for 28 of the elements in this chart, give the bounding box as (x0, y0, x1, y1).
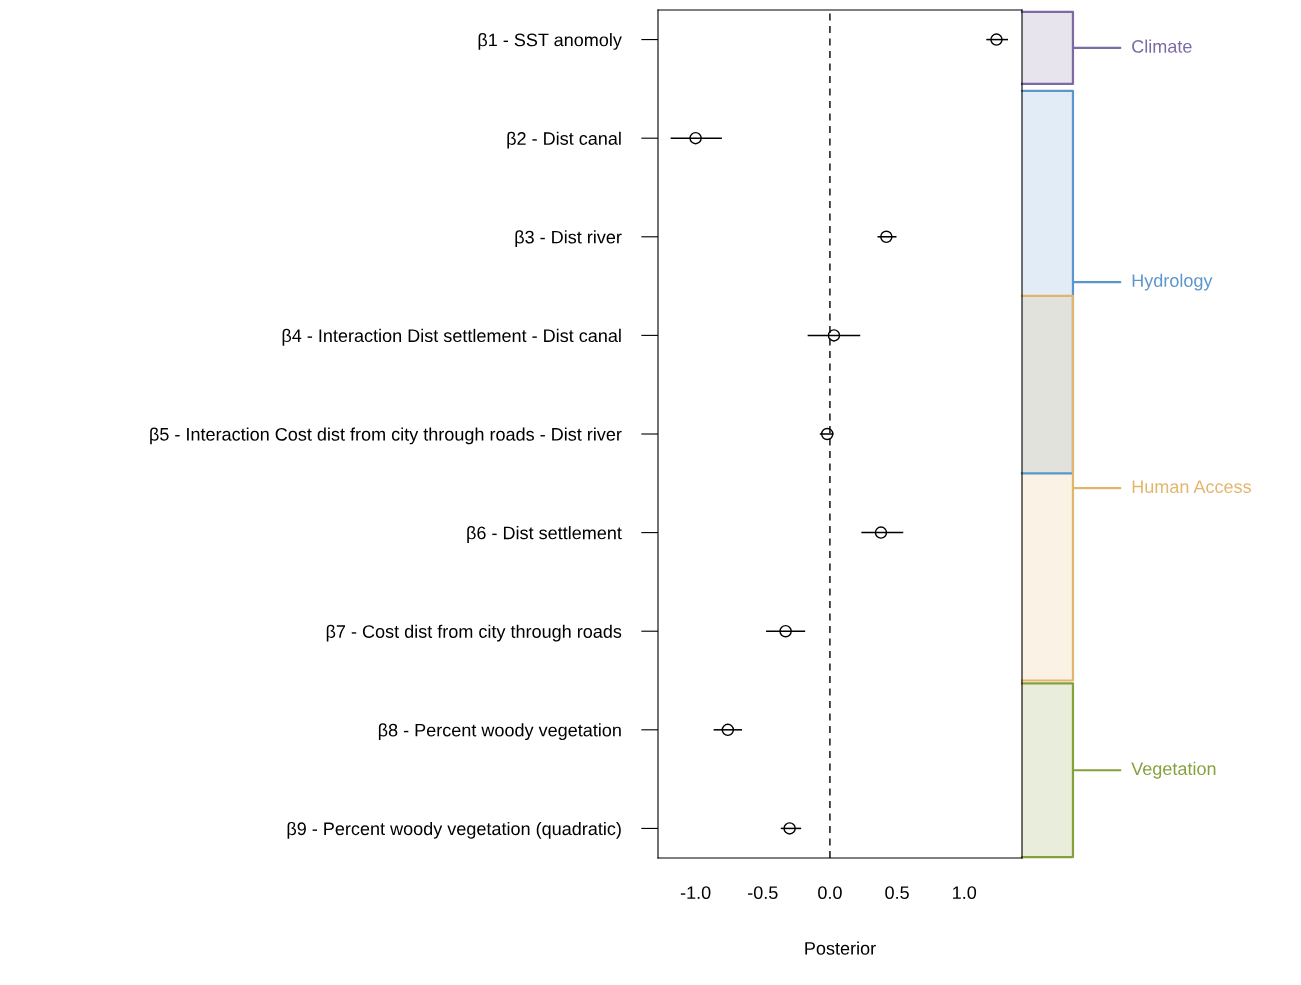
x-tick-label: -0.5 (748, 886, 778, 900)
y-tick-label: β2 - Dist canal (507, 131, 621, 149)
text: Hydrology (1132, 273, 1213, 291)
point (874, 526, 888, 539)
point (779, 624, 792, 638)
text: Climate (1132, 39, 1192, 53)
y-tick-label: β4 - Interaction Dist settlement - Dist canal (282, 328, 621, 346)
y-tick-label: β3 - Dist river (515, 230, 622, 248)
x-tick-label: 1.0 (953, 886, 977, 900)
point (721, 723, 735, 737)
point (827, 329, 841, 342)
y-tick-label: β9 - Percent woody vegetation (quadratic) (287, 821, 621, 839)
x-tick-label: 0.0 (818, 886, 842, 900)
y-tick-label: β7 - Cost dist from city through roads (326, 624, 622, 642)
x-axis-title: Posterior (805, 941, 876, 955)
y-tick-label: β5 - Interaction Cost dist from city through roads - Dist river (150, 427, 622, 445)
x-tick-label: 0.5 (885, 886, 909, 900)
x-tick-label: -1.0 (680, 886, 711, 900)
point (689, 131, 702, 145)
point (783, 822, 796, 835)
y-tick-label: β6 - Dist settlement (467, 526, 622, 543)
y-tick-label: β8 - Percent woody vegetation (378, 723, 621, 741)
point (820, 427, 834, 441)
y-tick-label: β1 - SST anomoly (478, 33, 622, 50)
point (990, 33, 1003, 46)
text: Vegetation (1131, 761, 1216, 779)
point (880, 230, 893, 244)
text: Human Access (1132, 480, 1251, 494)
